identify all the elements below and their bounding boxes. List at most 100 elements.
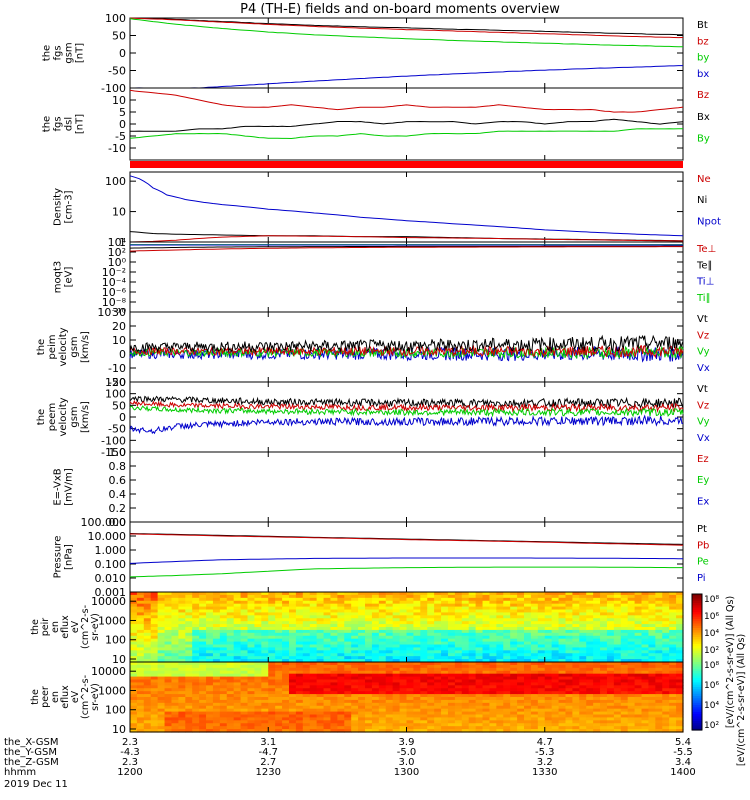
spectrogram-cell — [524, 600, 532, 605]
spectrogram-cell — [496, 714, 504, 719]
spectrogram-cell — [669, 653, 677, 657]
spectrogram-cell — [468, 717, 477, 721]
spectrogram-cell — [676, 694, 684, 698]
spectrogram-cell — [551, 699, 560, 704]
spectrogram-cell — [365, 627, 373, 631]
spectrogram-cell — [524, 656, 532, 660]
spectrogram-cell — [157, 694, 166, 698]
spectrogram-cell — [371, 635, 380, 640]
spectrogram-cell — [136, 682, 145, 686]
spectrogram-cell — [441, 699, 449, 704]
y-tick-label: 100 — [105, 12, 126, 25]
spectrogram-cell — [551, 688, 560, 692]
spectrogram-cell — [530, 592, 539, 596]
spectrogram-cell — [309, 635, 318, 640]
spectrogram-cell — [441, 615, 449, 619]
spectrogram-cell — [655, 632, 663, 637]
spectrogram-cell — [551, 664, 560, 669]
spectrogram-cell — [344, 594, 352, 599]
spectrogram-cell — [613, 641, 622, 646]
spectrogram-cell — [254, 612, 262, 616]
spectrogram-cell — [427, 688, 435, 692]
spectrogram-cell — [136, 621, 145, 625]
spectrogram-cell — [413, 597, 421, 602]
spectrogram-cell — [247, 717, 256, 721]
spectrogram-cell — [130, 717, 138, 721]
legend-entry: bx — [697, 69, 709, 80]
y-axis-label: gsm — [64, 42, 75, 63]
spectrogram-cell — [627, 697, 636, 701]
spectrogram-cell — [641, 664, 650, 669]
spectrogram-cell — [254, 638, 262, 643]
spectrogram-cell — [413, 688, 421, 692]
spectrogram-cell — [586, 594, 594, 599]
spectrogram-cell — [641, 711, 650, 716]
spectrogram-cell — [517, 682, 525, 686]
spectrogram-cell — [413, 592, 421, 596]
spectrogram-cell — [330, 627, 338, 631]
spectrogram-cell — [309, 624, 318, 628]
spectrogram-cell — [316, 641, 325, 646]
spectrogram-cell — [275, 606, 283, 611]
spectrogram-cell — [392, 702, 401, 707]
spectrogram-cell — [586, 632, 594, 637]
spectrogram-cell — [434, 653, 442, 657]
spectrogram-cell — [510, 699, 518, 704]
spectrogram-cell — [600, 676, 608, 681]
spectrogram-cell — [323, 685, 332, 689]
spectrogram-cell — [447, 627, 456, 631]
spectrogram-cell — [136, 603, 145, 608]
spectrogram-cell — [427, 592, 435, 596]
spectrogram-cell — [413, 697, 421, 701]
spectrogram-cell — [164, 615, 173, 619]
spectrogram-cell — [662, 699, 670, 704]
spectrogram-cell — [620, 729, 629, 733]
spectrogram-cell — [130, 659, 138, 663]
spectrogram-cell — [593, 682, 601, 686]
spectrogram-cell — [454, 670, 463, 675]
spectrogram-cell — [454, 624, 463, 628]
spectrogram-cell — [406, 603, 415, 608]
spectrogram-cell — [496, 638, 504, 643]
spectrogram-cell — [199, 621, 207, 625]
spectrogram-cell — [282, 609, 290, 614]
spectrogram-cell — [565, 624, 573, 628]
spectrogram-cell — [282, 650, 290, 654]
spectrogram-cell — [247, 667, 256, 672]
spectrogram-cell — [627, 659, 636, 663]
spectrogram-cell — [323, 656, 332, 660]
spectrogram-cell — [136, 647, 145, 651]
spectrogram-cell — [143, 682, 152, 686]
spectrogram-cell — [406, 592, 415, 596]
spectrogram-cell — [330, 726, 338, 730]
spectrogram-cell — [219, 662, 228, 666]
spectrogram-cell — [461, 720, 470, 724]
colorbar-cell — [692, 711, 702, 715]
spectrogram-cell — [586, 670, 594, 675]
spectrogram-cell — [309, 618, 318, 622]
spectrogram-cell — [309, 632, 318, 637]
spectrogram-cell — [530, 691, 539, 695]
spectrogram-cell — [302, 650, 311, 654]
spectrogram-cell — [275, 650, 283, 654]
spectrogram-cell — [164, 644, 173, 649]
spectrogram-cell — [406, 717, 415, 721]
spectrogram-cell — [606, 641, 615, 646]
spectrogram-cell — [344, 632, 352, 637]
spectrogram-cell — [565, 647, 573, 651]
spectrogram-cell — [468, 702, 477, 707]
spectrogram-cell — [178, 638, 186, 643]
spectrogram-cell — [282, 600, 290, 605]
spectrogram-cell — [282, 644, 290, 649]
spectrogram-cell — [309, 615, 318, 619]
spectrogram-cell — [613, 609, 622, 614]
spectrogram-cell — [302, 697, 311, 701]
spectrogram-cell — [606, 714, 615, 719]
spectrogram-cell — [593, 702, 601, 707]
spectrogram-cell — [510, 723, 518, 727]
colorbar-cell — [692, 657, 702, 661]
spectrogram-cell — [427, 609, 435, 614]
spectrogram-cell — [330, 641, 338, 646]
spectrogram-cell — [344, 702, 352, 707]
spectrogram-cell — [358, 717, 366, 721]
